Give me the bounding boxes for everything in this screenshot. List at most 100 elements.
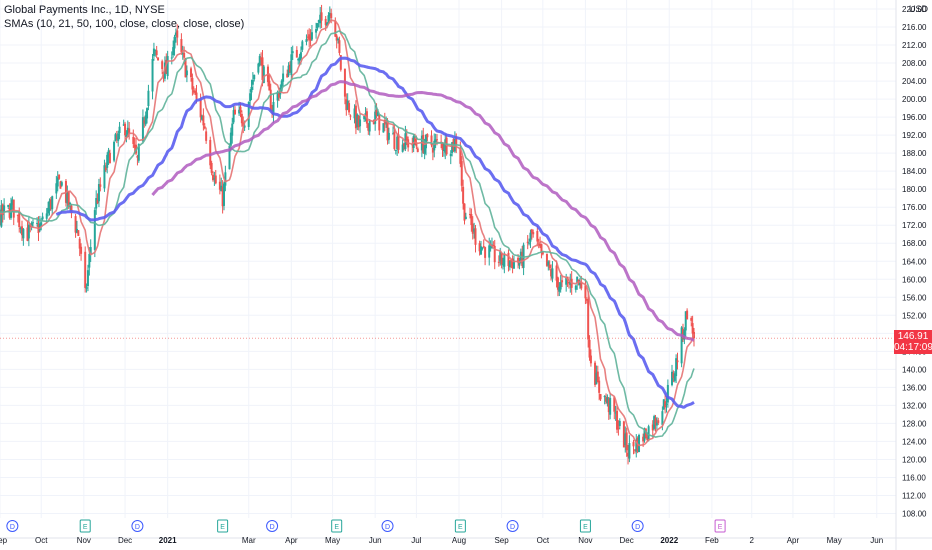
price-tick-label: 160.00 — [902, 275, 927, 284]
time-tick-label: Dec — [620, 536, 634, 545]
price-tick-label: 188.00 — [902, 149, 927, 158]
event-letter: E — [583, 524, 588, 531]
candle-body — [578, 281, 581, 286]
candle-body — [192, 90, 195, 93]
candle-body — [180, 39, 183, 53]
candle-body — [247, 101, 250, 127]
candle-body — [107, 150, 110, 158]
indicator-label[interactable]: SMAs (10, 21, 50, 100, close, close, clo… — [4, 18, 245, 30]
candle-body — [305, 39, 308, 43]
candle-body — [529, 232, 532, 242]
candle-body — [301, 41, 304, 50]
candle-body — [56, 177, 59, 187]
candle-body — [463, 203, 466, 221]
candle-body — [642, 436, 645, 442]
event-letter: D — [135, 524, 140, 531]
candle-body — [666, 384, 669, 403]
candle-body — [363, 115, 366, 120]
candle-body — [393, 132, 396, 149]
candle-body — [653, 416, 656, 429]
candle-body — [113, 141, 116, 161]
candle-body — [309, 36, 312, 41]
candle-body — [260, 57, 263, 60]
candle-body — [614, 412, 617, 414]
candle-body — [471, 223, 474, 234]
candle-body — [125, 135, 128, 138]
candle-body — [93, 210, 96, 250]
candle-body — [396, 136, 399, 150]
currency-label[interactable]: USD — [908, 4, 928, 14]
event-letter: E — [83, 524, 88, 531]
candle-body — [115, 137, 118, 139]
candle-body — [499, 251, 502, 262]
candle-body — [183, 52, 186, 58]
candle-body — [330, 13, 333, 19]
candle-body — [530, 229, 533, 233]
candle-body — [243, 125, 246, 128]
candle-body — [405, 136, 408, 141]
candle-body — [672, 373, 675, 379]
candle-body — [627, 452, 630, 457]
candle-body — [195, 92, 198, 99]
candle-body — [291, 51, 294, 54]
candle-body — [27, 224, 30, 239]
candle-body — [133, 144, 136, 148]
price-tick-label: 204.00 — [902, 77, 927, 86]
symbol-title[interactable]: Global Payments Inc., 1D, NYSE — [4, 4, 165, 16]
candle-body — [154, 49, 157, 51]
candle-body — [622, 421, 625, 448]
candle-body — [470, 214, 473, 226]
candle-body — [96, 199, 99, 204]
candle-body — [240, 113, 243, 124]
candle-body — [541, 251, 544, 255]
candle-body — [567, 281, 570, 284]
candle-body — [203, 126, 206, 129]
candle-body — [308, 34, 311, 40]
candle-body — [603, 395, 606, 398]
candle-body — [367, 123, 370, 131]
candle-body — [376, 112, 379, 117]
event-letter: D — [510, 524, 515, 531]
candle-body — [126, 127, 129, 137]
candle-body — [455, 136, 458, 146]
candle-body — [18, 212, 21, 228]
candle-body — [310, 32, 313, 40]
candle-body — [664, 401, 667, 408]
price-tick-label: 152.00 — [902, 311, 927, 320]
candle-body — [88, 254, 91, 268]
time-tick-label: Apr — [787, 536, 800, 545]
candle-body — [556, 277, 559, 290]
candle-body — [565, 277, 568, 285]
candle-body — [38, 223, 41, 231]
candle-body — [262, 66, 265, 83]
candle-body — [287, 65, 290, 76]
candle-body — [31, 222, 34, 224]
candle-body — [434, 139, 437, 142]
candle-body — [536, 230, 539, 242]
candle-body — [209, 139, 212, 166]
candle-body — [609, 397, 612, 415]
candle-body — [212, 174, 215, 181]
candle-body — [548, 264, 551, 269]
candle-body — [662, 399, 665, 410]
candle-body — [415, 142, 418, 147]
candle-body — [199, 98, 202, 118]
candle-body — [442, 149, 445, 152]
candle-body — [492, 245, 495, 247]
candle-body — [269, 89, 272, 111]
candle-body — [555, 265, 558, 281]
candle-body — [647, 426, 650, 441]
candle-body — [143, 120, 146, 124]
candle-body — [481, 247, 484, 250]
candle-body — [616, 410, 619, 430]
candle-body — [423, 145, 426, 154]
candle-body — [503, 253, 506, 267]
candle-body — [569, 280, 572, 285]
price-tick-label: 128.00 — [902, 419, 927, 428]
candle-body — [48, 200, 51, 212]
candle-body — [306, 36, 309, 38]
candle-body — [426, 134, 429, 138]
candle-body — [598, 380, 601, 393]
